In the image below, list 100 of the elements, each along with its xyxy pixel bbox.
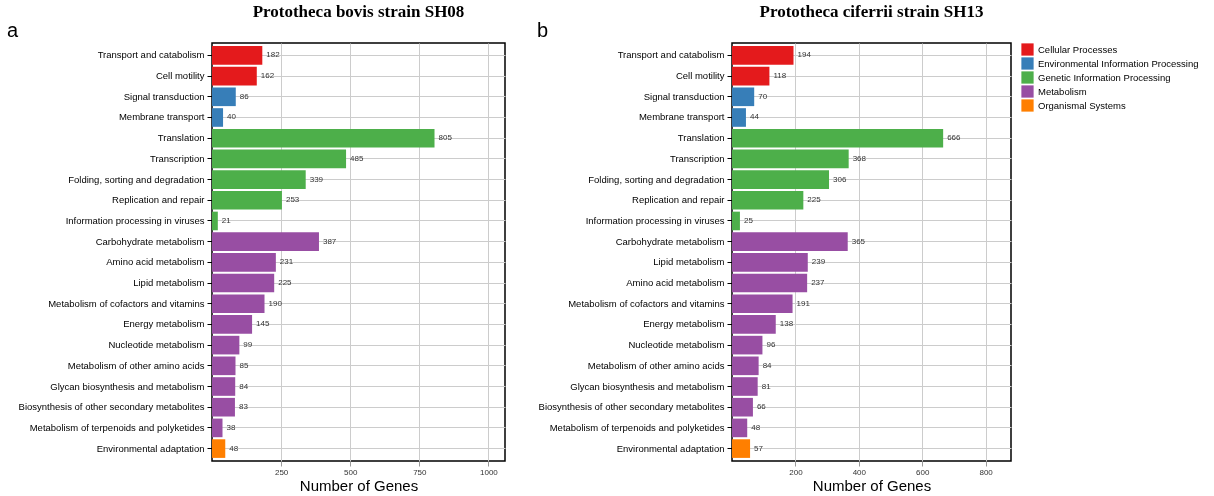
data-label: 118 (773, 71, 787, 81)
bar (212, 87, 236, 107)
bar (212, 46, 263, 65)
data-label: 44 (749, 112, 760, 122)
data-label: 239 (811, 257, 826, 267)
bar (732, 190, 804, 210)
bar (212, 397, 235, 417)
bar (212, 356, 236, 376)
bar (212, 149, 347, 169)
text: a (7, 19, 19, 41)
data-label: 237 (811, 278, 826, 288)
y-tick-label: Translation (157, 132, 205, 144)
y-tick-label: Energy metabolism (643, 318, 725, 330)
bar (732, 87, 755, 107)
bar (732, 315, 776, 334)
x-tick-label: 800 (979, 467, 994, 477)
y-tick-label: Carbohydrate metabolism (615, 235, 725, 247)
x-axis-title: Number of Genes (812, 476, 932, 494)
y-tick-label: Glycan biosynthesis and metabolism (50, 380, 205, 392)
legend-label: Metabolism (1038, 85, 1087, 97)
bar (212, 273, 275, 293)
y-tick-label: Replication and repair (112, 194, 205, 206)
y-tick-label: Transcription (669, 152, 725, 164)
data-label: 182 (266, 50, 281, 60)
data-label: 40 (227, 112, 237, 122)
data-label: 85 (239, 360, 249, 370)
y-tick-label: Glycan biosynthesis and metabolism (570, 380, 725, 392)
data-label: 306 (833, 174, 847, 184)
bar (732, 66, 770, 86)
y-tick-label: Translation (677, 132, 725, 144)
bar (732, 232, 848, 251)
bar (212, 377, 236, 396)
data-label: 83 (238, 402, 249, 412)
data-label: 99 (243, 340, 253, 350)
data-label: 38 (226, 422, 236, 432)
text: b (537, 19, 549, 41)
y-tick-label: Metabolism of other amino acids (587, 359, 725, 371)
y-tick-label: Lipid metabolism (653, 256, 725, 268)
y-tick-label: Biosynthesis of other secondary metabolites (538, 401, 725, 413)
bar (732, 335, 763, 355)
bar (212, 232, 319, 251)
y-tick-label: Metabolism of other amino acids (67, 359, 205, 371)
bar (212, 418, 223, 438)
bar (212, 170, 306, 189)
bar (212, 211, 218, 231)
data-label: 339 (309, 174, 324, 184)
x-tick-label: 500 (344, 467, 358, 477)
y-tick-label: Signal transduction (123, 90, 205, 102)
y-tick-label: Cell motility (155, 70, 205, 82)
y-tick-label: Nucleotide metabolism (628, 339, 725, 351)
bar (212, 335, 240, 355)
data-label: 66 (756, 402, 767, 412)
y-tick-label: Membrane transport (638, 111, 725, 123)
y-tick-label: Information processing in viruses (585, 214, 725, 226)
data-label: 81 (761, 381, 772, 391)
x-tick-label: 750 (413, 467, 428, 477)
data-label: 225 (807, 195, 822, 205)
y-tick-label: Information processing in viruses (65, 214, 205, 226)
y-tick-label: Lipid metabolism (133, 277, 205, 289)
data-label: 84 (239, 381, 249, 391)
x-tick-label: 600 (916, 467, 930, 477)
y-tick-label: Nucleotide metabolism (108, 339, 205, 351)
y-tick-label: Amino acid metabolism (626, 277, 725, 289)
data-label: 365 (851, 236, 866, 246)
bar (732, 273, 808, 293)
bar (732, 418, 748, 438)
bar (732, 170, 830, 189)
y-tick-label: Metabolism of cofactors and vitamins (568, 297, 725, 309)
bar (212, 253, 276, 272)
data-label: 253 (285, 195, 300, 205)
data-label: 70 (758, 91, 768, 101)
y-tick-label: Transport and catabolism (97, 49, 205, 61)
y-tick-label: Metabolism of terpenoids and polyketides (549, 421, 725, 433)
y-tick-label: Signal transduction (643, 90, 725, 102)
bar (732, 211, 740, 231)
data-label: 48 (229, 443, 239, 453)
data-label: 25 (743, 215, 754, 225)
y-tick-label: Membrane transport (118, 111, 205, 123)
bar (732, 397, 753, 417)
data-label: 57 (754, 443, 764, 453)
y-tick-label: Cell motility (675, 70, 725, 82)
bar (732, 377, 758, 396)
x-axis-title: Number of Genes (299, 476, 419, 494)
y-tick-label: Transcription (149, 152, 205, 164)
y-tick-label: Transport and catabolism (617, 49, 725, 61)
data-label: 145 (256, 319, 270, 329)
bar (732, 108, 746, 127)
data-label: 666 (947, 133, 962, 143)
bar (732, 439, 751, 458)
bar (732, 294, 793, 314)
legend-label: Organismal Systems (1038, 99, 1126, 111)
chart-title: Prototheca ciferrii strain SH13 (759, 2, 984, 21)
legend-label: Environmental Information Processing (1038, 57, 1199, 69)
y-tick-label: Biosynthesis of other secondary metabolites (18, 401, 205, 413)
legend-label: Genetic Information Processing (1038, 71, 1171, 83)
x-tick-label: 400 (852, 467, 867, 477)
x-tick-label: 250 (274, 467, 289, 477)
data-label: 96 (766, 340, 776, 350)
bar (212, 439, 226, 458)
chart-title: Prototheca bovis strain SH08 (252, 2, 465, 21)
